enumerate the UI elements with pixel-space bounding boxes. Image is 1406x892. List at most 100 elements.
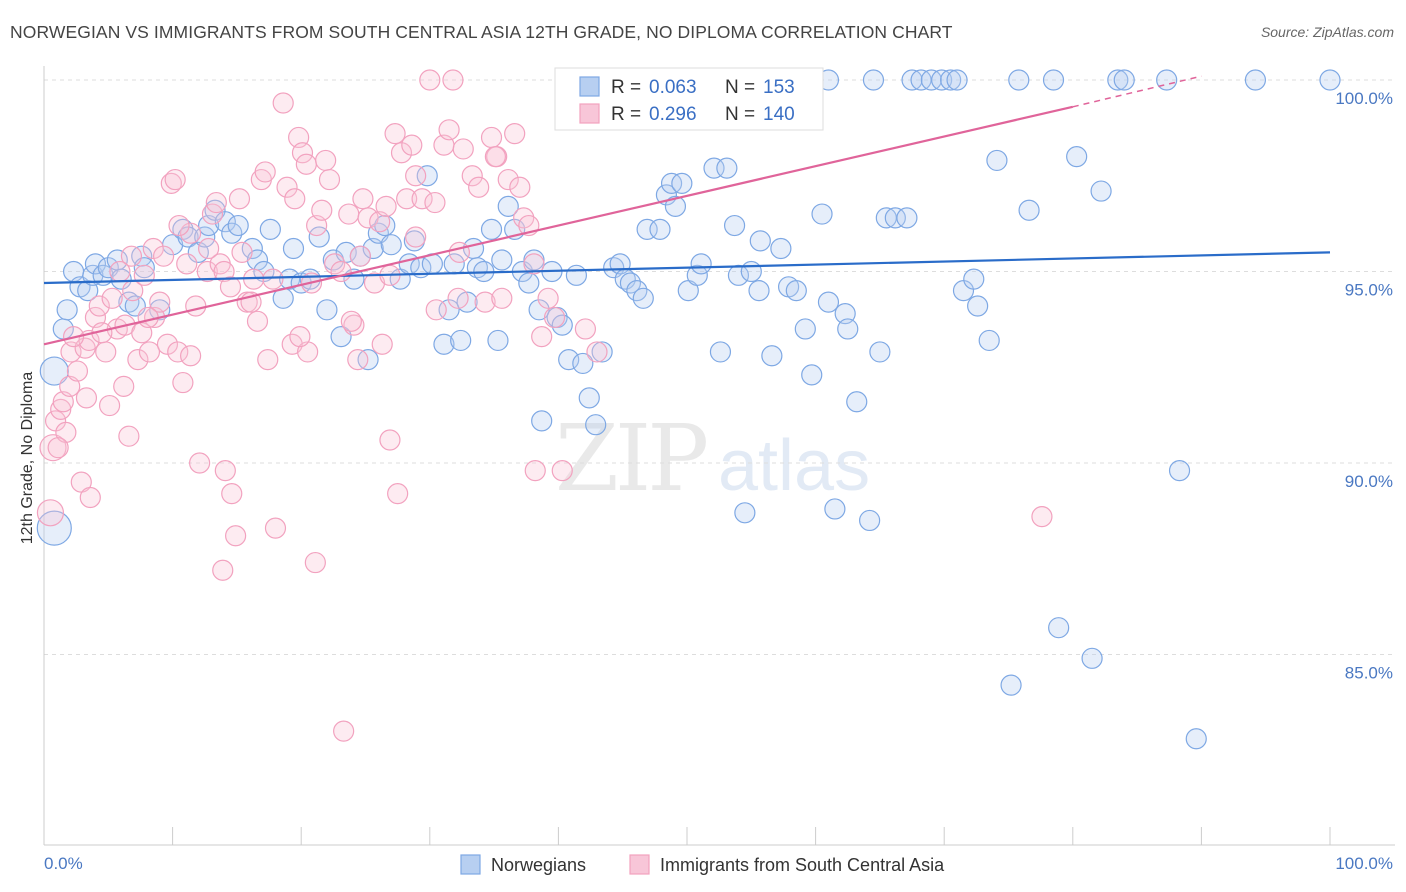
- immigrant-point: [448, 241, 470, 263]
- immigrant-point: [214, 460, 236, 482]
- norwegian-point: [801, 364, 823, 386]
- immigrant-point: [343, 314, 365, 336]
- immigrant-point: [152, 245, 175, 267]
- norwegian-point: [591, 341, 613, 363]
- legend-immigrants: Immigrants from South Central Asia: [660, 855, 945, 875]
- norwegian-point: [438, 299, 460, 321]
- norwegian-point: [1156, 69, 1178, 91]
- immigrant-point: [509, 176, 531, 198]
- norwegian-point: [528, 299, 550, 321]
- norwegian-point: [558, 348, 580, 371]
- immigrant-point: [425, 299, 447, 321]
- norwegian-point: [531, 410, 553, 432]
- immigrant-point: [586, 341, 608, 363]
- norwegian-point: [1185, 728, 1207, 750]
- trend-lines: [43, 75, 1331, 346]
- norwegian-point: [1113, 69, 1135, 91]
- norwegian-point: [1000, 674, 1022, 696]
- norwegian-point: [761, 345, 783, 367]
- norwegian-point: [727, 264, 750, 286]
- norwegian-point: [497, 195, 519, 217]
- immigrant-point: [497, 168, 519, 191]
- immigrant-point: [424, 191, 446, 214]
- norwegian-point: [578, 387, 600, 409]
- norwegian-point: [585, 414, 607, 436]
- immigrant-point: [160, 172, 182, 195]
- immigrant-point: [221, 483, 243, 505]
- norwegian-point: [1066, 146, 1088, 168]
- norwegian-point: [862, 69, 885, 91]
- norwegian-point: [896, 207, 918, 229]
- immigrant-point: [311, 199, 333, 221]
- immigrant-point: [264, 517, 287, 539]
- immigrant-point: [401, 134, 423, 156]
- immigrant-point: [330, 260, 352, 283]
- immigrant-point: [543, 306, 566, 329]
- series-immigrants-points: [36, 69, 1053, 742]
- x-tick-labels: 0.0% 100.0%: [44, 854, 1393, 873]
- watermark: ZIP atlas: [555, 405, 870, 512]
- immigrant-point: [281, 333, 303, 355]
- immigrant-point: [113, 375, 135, 397]
- immigrant-point: [120, 245, 143, 267]
- immigrant-point: [231, 241, 253, 263]
- immigrant-point: [474, 291, 496, 313]
- immigrant-point: [375, 195, 397, 217]
- legend-n-value-b: 140: [763, 104, 795, 125]
- immigrant-point: [55, 421, 77, 443]
- norwegian-point: [282, 237, 305, 260]
- immigrant-point: [228, 188, 251, 210]
- immigrant-point: [262, 268, 284, 290]
- immigrant-point: [189, 452, 211, 474]
- norwegian-point: [1319, 69, 1341, 91]
- immigrant-point: [196, 260, 218, 283]
- trend-line-norwegians: [43, 251, 1331, 285]
- immigrant-point: [315, 149, 337, 172]
- immigrant-point: [198, 237, 220, 260]
- legend-r-label-a: R =: [611, 77, 641, 98]
- immigrant-point: [109, 260, 131, 283]
- norwegian-point: [837, 318, 859, 340]
- norwegian-point: [723, 214, 746, 237]
- immigrant-point: [138, 341, 161, 363]
- immigrant-point: [66, 360, 89, 382]
- norwegian-point: [1107, 69, 1129, 91]
- y-tick-labels: 100.0% 95.0% 90.0% 85.0%: [1335, 89, 1393, 683]
- legend-r-value-b: 0.296: [649, 104, 697, 125]
- norwegian-point: [817, 291, 840, 313]
- norwegian-point: [940, 69, 962, 91]
- immigrant-point: [480, 126, 503, 149]
- norwegian-point: [36, 510, 72, 546]
- norwegian-point: [1008, 69, 1030, 91]
- immigrant-point: [411, 188, 433, 210]
- norwegian-point: [84, 253, 107, 275]
- immigrant-point: [176, 253, 198, 275]
- norwegian-point: [416, 165, 438, 187]
- immigrant-point: [363, 272, 386, 294]
- norwegian-point: [794, 318, 816, 340]
- norwegian-point: [1048, 617, 1070, 639]
- legend-r-label-b: R =: [611, 104, 641, 125]
- norwegian-point: [1244, 69, 1267, 91]
- immigrant-point: [371, 333, 393, 355]
- norwegian-point: [1090, 180, 1112, 202]
- norwegian-point: [748, 280, 770, 302]
- norwegian-point: [824, 498, 846, 520]
- norwegian-point: [931, 69, 953, 91]
- trend-line-immigrants-extension: [1072, 75, 1202, 108]
- immigrant-point: [246, 310, 269, 332]
- immigrant-point: [531, 326, 553, 348]
- norwegian-point: [901, 69, 923, 91]
- norwegian-point: [690, 253, 712, 275]
- immigrant-point: [452, 138, 474, 160]
- svg-text:ZIP: ZIP: [555, 405, 706, 512]
- norwegian-point: [480, 218, 503, 240]
- norwegian-point: [118, 291, 140, 313]
- immigrant-point: [340, 310, 362, 332]
- bottom-legend-swatch-immigrants: [629, 854, 650, 875]
- norwegian-point: [551, 314, 573, 336]
- legend-norwegians: Norwegians: [491, 855, 586, 875]
- immigrant-point: [289, 326, 311, 348]
- norwegian-point: [450, 329, 472, 352]
